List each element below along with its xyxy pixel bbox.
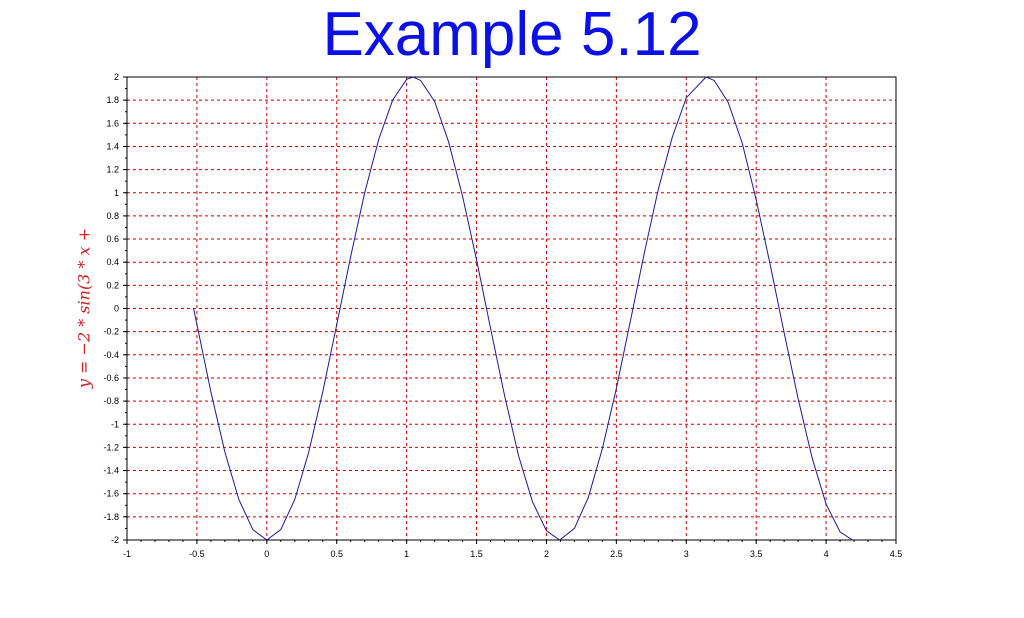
x-tick-label: 4 [824, 549, 829, 559]
y-tick-label: 1.2 [106, 165, 119, 175]
y-tick-label: -1.4 [103, 466, 119, 476]
x-tick-label: 2.5 [610, 549, 623, 559]
y-tick-label: 0.2 [106, 280, 119, 290]
y-tick-label: 0 [114, 304, 119, 314]
x-tick-label: 1.5 [470, 549, 483, 559]
y-tick-label: -1.8 [103, 512, 119, 522]
x-tick-label: -0.5 [189, 549, 205, 559]
x-tick-label: -1 [123, 549, 131, 559]
y-tick-label: 0.4 [106, 257, 119, 267]
y-tick-label: 1.8 [106, 95, 119, 105]
y-tick-label: -0.8 [103, 396, 119, 406]
series-group [193, 76, 853, 541]
grid-lines [127, 77, 896, 540]
y-tick-label: 1.6 [106, 118, 119, 128]
y-tick-label: -1.6 [103, 489, 119, 499]
y-tick-label: -2 [111, 535, 119, 545]
x-tick-label: 1 [404, 549, 409, 559]
y-tick-label: -1.2 [103, 442, 119, 452]
y-tick-label: 1.4 [106, 141, 119, 151]
x-tick-label: 3.5 [750, 549, 763, 559]
series-line [193, 76, 853, 541]
y-tick-label: 1 [114, 188, 119, 198]
y-tick-label: 2 [114, 72, 119, 82]
y-tick-label: -0.4 [103, 350, 119, 360]
x-tick-label: 0.5 [330, 549, 343, 559]
x-tick-label: 3 [684, 549, 689, 559]
y-tick-label: 0.8 [106, 211, 119, 221]
x-tick-label: 2 [544, 549, 549, 559]
x-tick-label: 4.5 [890, 549, 903, 559]
chart-title: Example 5.12 [322, 0, 702, 69]
tick-labels: -1 -0.5 0 0.5 1 1.5 2 2.5 3 3.5 4 4.5 -2 -1.8 -1.6 -1.4… [103, 72, 902, 559]
plot-area-frame [126, 76, 897, 541]
y-tick-label: -1 [111, 419, 119, 429]
axes [123, 76, 897, 544]
y-tick-label: -0.6 [103, 373, 119, 383]
y-tick-label: 0.6 [106, 234, 119, 244]
x-tick-label: 0 [264, 549, 269, 559]
y-tick-label: -0.2 [103, 327, 119, 337]
